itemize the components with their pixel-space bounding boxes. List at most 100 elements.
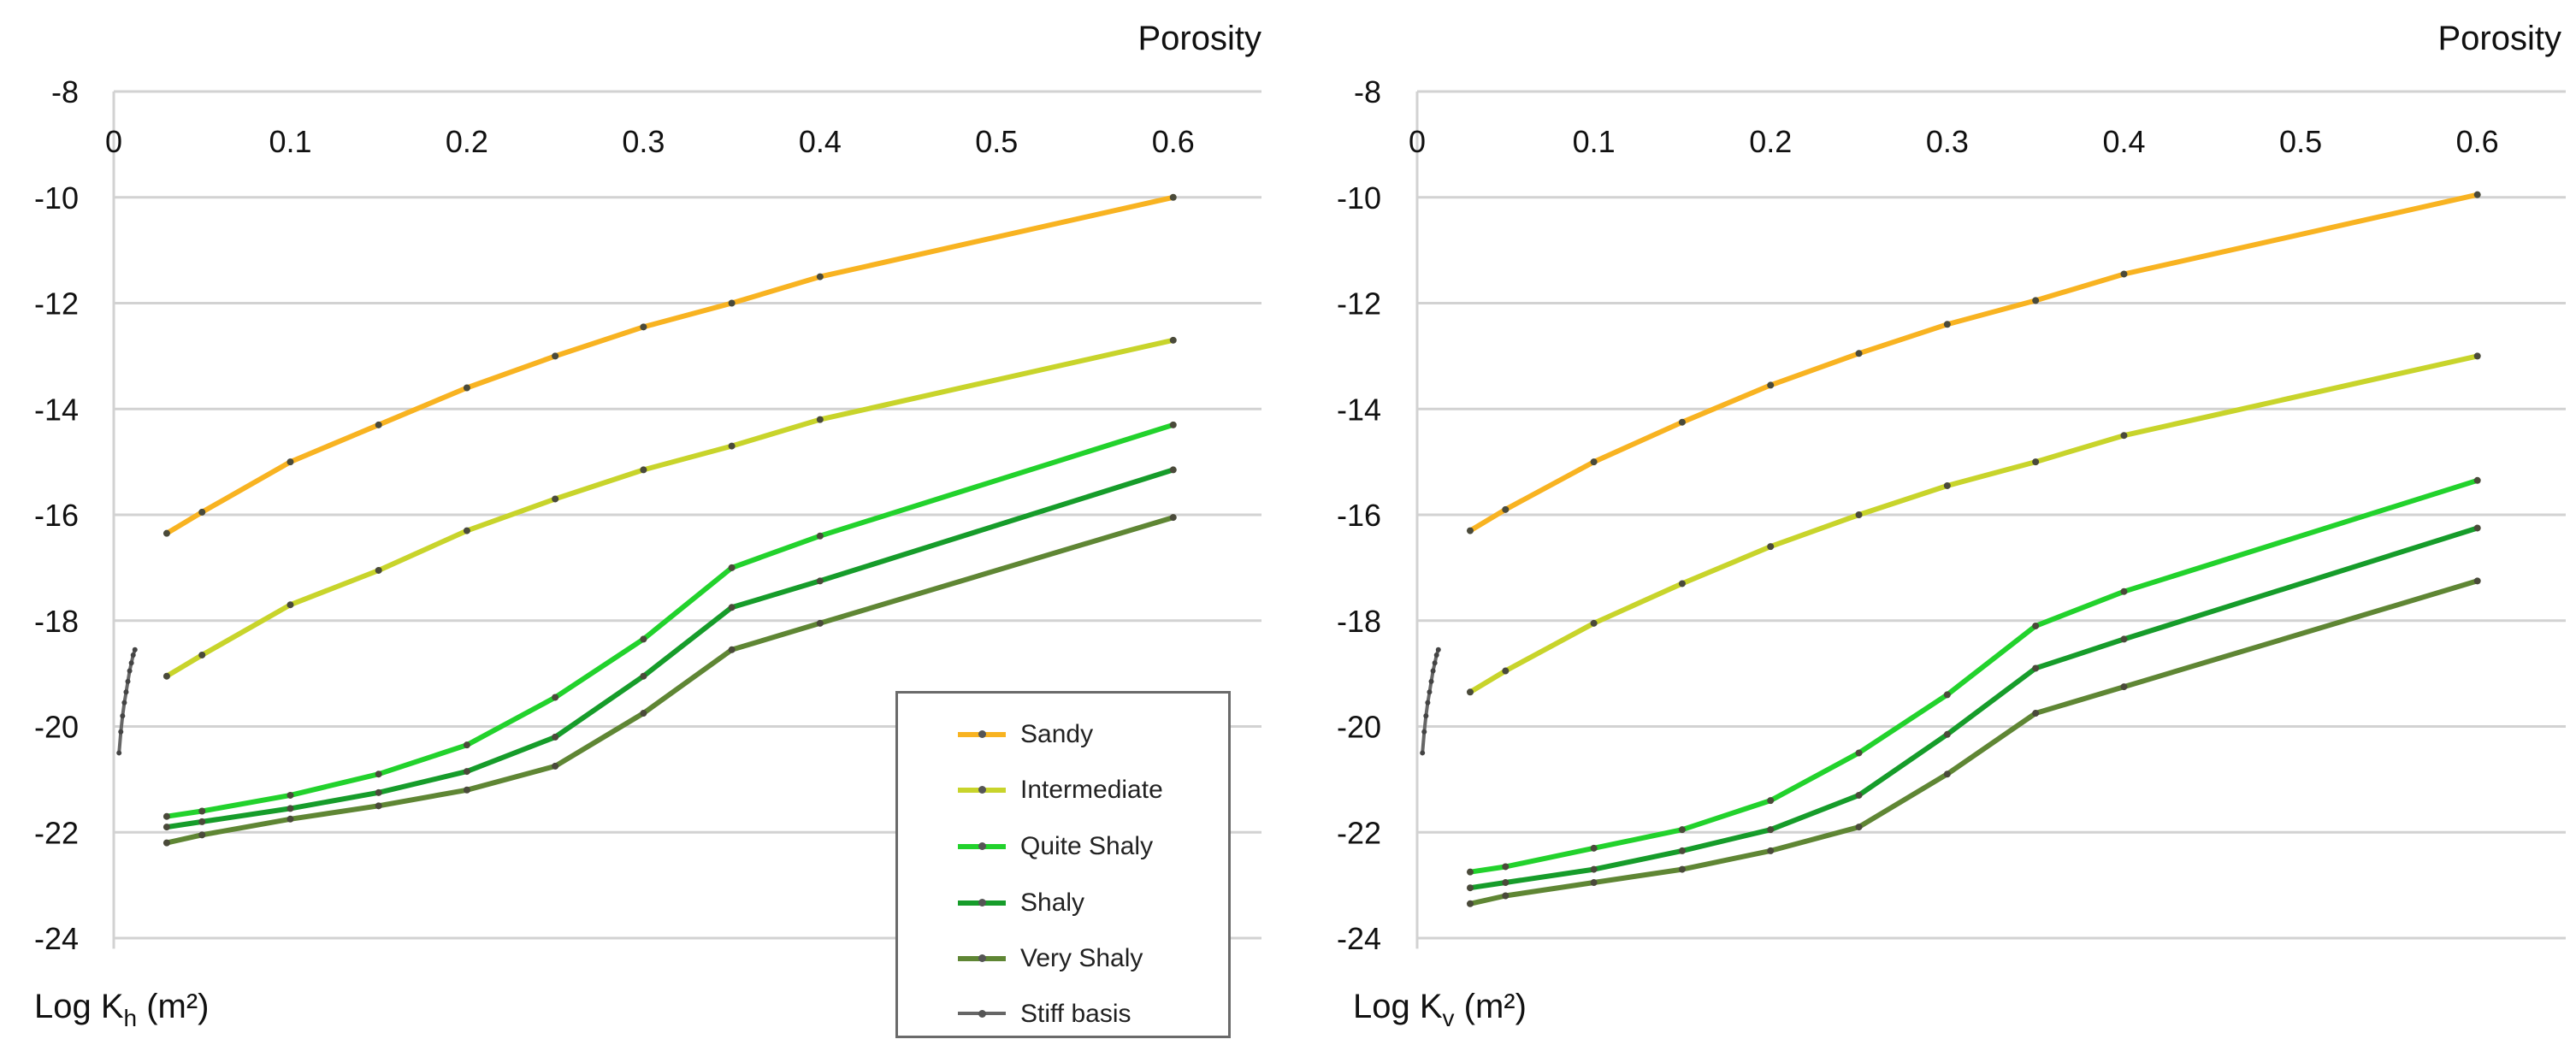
data-point-quite-shaly xyxy=(198,807,206,815)
chart-panel-vertical-permeability: -8 -10 -12 -14 -16 -18 -20 -22 -24 0 0.1 0.2 0.3 0.4 0… xyxy=(1337,20,2566,1031)
series-line-sandy xyxy=(163,194,1176,536)
legend-label-intermediate: Intermediate xyxy=(1020,776,1163,804)
y-tick-label-10: -10 xyxy=(1337,180,1381,216)
y-tick-label-24: -24 xyxy=(1337,921,1381,956)
data-point-sandy xyxy=(640,323,647,331)
legend: Sandy Intermediate Quite Shaly Shaly Ver… xyxy=(895,691,1231,1038)
data-point-sandy xyxy=(728,299,736,307)
series-line-very-shaly xyxy=(1468,578,2480,906)
y-tick-label-20: -20 xyxy=(1337,710,1381,745)
data-point-shaly xyxy=(2032,664,2040,672)
data-point-shaly xyxy=(1943,730,1951,738)
data-point-shaly xyxy=(816,577,824,585)
data-point-intermediate xyxy=(1767,543,1775,551)
legend-item-very-shaly[interactable]: Very Shaly xyxy=(898,942,1228,976)
data-point-intermediate xyxy=(2120,432,2128,440)
data-point-very-shaly xyxy=(2473,577,2481,585)
data-point-quite-shaly xyxy=(1169,421,1177,428)
data-point-sandy xyxy=(2032,297,2040,304)
data-point-quite-shaly xyxy=(1590,844,1598,852)
data-point-sandy xyxy=(375,421,382,428)
data-point-sandy xyxy=(1466,527,1474,534)
data-point-very-shaly xyxy=(728,646,736,653)
y-tick-label-8: -8 xyxy=(51,74,79,109)
y-tick-label-12: -12 xyxy=(34,286,79,322)
data-point-quite-shaly xyxy=(1855,749,1863,757)
data-point-sandy xyxy=(162,529,170,537)
y-tick-label-20: -20 xyxy=(34,710,79,745)
data-point-stiff-basis xyxy=(125,678,131,684)
data-point-quite-shaly xyxy=(2032,622,2040,629)
legend-label-very-shaly: Very Shaly xyxy=(1020,944,1143,972)
data-point-very-shaly xyxy=(375,802,382,810)
x-axis-title: Porosity xyxy=(1138,20,1262,57)
data-point-quite-shaly xyxy=(1767,797,1775,805)
data-point-sandy xyxy=(2473,191,2481,198)
data-point-very-shaly xyxy=(1855,824,1863,831)
data-point-intermediate xyxy=(816,416,824,423)
data-point-stiff-basis xyxy=(1430,668,1436,674)
data-point-shaly xyxy=(1466,884,1474,892)
data-point-very-shaly xyxy=(1169,514,1177,522)
data-point-stiff-basis xyxy=(1425,700,1431,706)
data-point-intermediate xyxy=(552,495,559,503)
data-point-intermediate xyxy=(1169,336,1177,344)
data-point-shaly xyxy=(1855,791,1863,799)
legend-label-stiff-basis: Stiff basis xyxy=(1020,1000,1131,1028)
data-point-stiff-basis xyxy=(120,713,126,719)
data-point-intermediate xyxy=(1502,667,1510,675)
data-point-intermediate xyxy=(1678,580,1686,587)
data-point-very-shaly xyxy=(2120,683,2128,691)
x-tick-label-0-6: 0.6 xyxy=(2456,124,2499,159)
data-point-sandy xyxy=(1169,193,1177,201)
legend-item-shaly[interactable]: Shaly xyxy=(898,886,1228,920)
data-point-shaly xyxy=(375,788,382,796)
y-axis-title-subscript: v xyxy=(1443,1005,1455,1031)
data-point-shaly xyxy=(552,733,559,741)
legend-item-intermediate[interactable]: Intermediate xyxy=(898,773,1228,807)
data-point-stiff-basis xyxy=(127,668,133,674)
data-point-quite-shaly xyxy=(728,564,736,571)
series-line-stiff-basis xyxy=(1421,647,1440,755)
data-point-sandy xyxy=(1590,458,1598,466)
x-tick-label-0: 0 xyxy=(1409,124,1426,159)
data-point-quite-shaly xyxy=(640,635,647,643)
legend-item-quite-shaly[interactable]: Quite Shaly xyxy=(898,830,1228,864)
data-point-quite-shaly xyxy=(162,812,170,820)
y-tick-label-8: -8 xyxy=(1354,74,1381,109)
data-point-shaly xyxy=(2473,524,2481,532)
data-point-sandy xyxy=(287,458,294,466)
y-axis-title-unit: (m²) xyxy=(137,988,209,1025)
legend-item-stiff-basis[interactable]: Stiff basis xyxy=(898,997,1228,1031)
y-axis-title: Log Kv (m²) xyxy=(1353,988,1527,1031)
data-point-intermediate xyxy=(375,566,382,574)
series-line-sandy xyxy=(1468,192,2480,534)
legend-item-sandy[interactable]: Sandy xyxy=(898,717,1228,752)
legend-marker-stiff-basis xyxy=(978,1010,986,1018)
data-point-very-shaly xyxy=(463,786,470,794)
data-point-stiff-basis xyxy=(1432,660,1438,666)
data-point-very-shaly xyxy=(816,619,824,627)
data-point-very-shaly xyxy=(198,831,206,839)
data-point-stiff-basis xyxy=(121,700,127,706)
series-line-intermediate xyxy=(163,337,1176,679)
data-point-intermediate xyxy=(2032,458,2040,466)
data-point-very-shaly xyxy=(552,762,559,770)
data-point-shaly xyxy=(1169,466,1177,474)
x-axis-title: Porosity xyxy=(2438,20,2562,57)
data-point-shaly xyxy=(1590,865,1598,873)
data-point-intermediate xyxy=(1590,619,1598,627)
x-tick-label-0-5: 0.5 xyxy=(2279,124,2322,159)
y-tick-label-22: -22 xyxy=(1337,815,1381,850)
data-point-sandy xyxy=(816,273,824,280)
data-point-stiff-basis xyxy=(132,647,138,652)
x-tick-label-0-2: 0.2 xyxy=(446,124,488,159)
data-point-shaly xyxy=(287,805,294,812)
series-line-quite-shaly xyxy=(163,422,1176,819)
y-tick-label-16: -16 xyxy=(34,498,79,533)
x-tick-label-0-4: 0.4 xyxy=(799,124,842,159)
data-point-stiff-basis xyxy=(1428,678,1434,684)
x-tick-label-0-2: 0.2 xyxy=(1749,124,1792,159)
data-point-very-shaly xyxy=(1590,879,1598,887)
x-tick-label-0-3: 0.3 xyxy=(1926,124,1969,159)
